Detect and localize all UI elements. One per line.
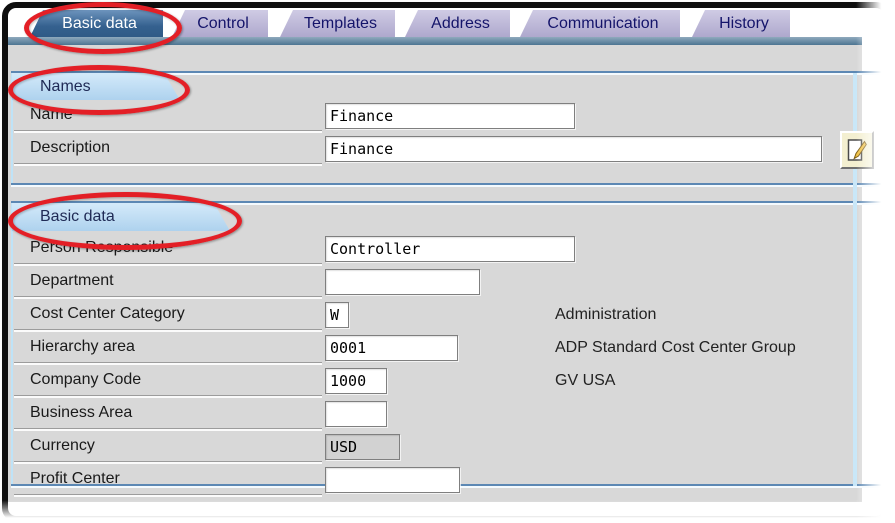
field-underline bbox=[14, 395, 322, 398]
group-box-right-border bbox=[853, 73, 857, 486]
cost-center-category-label: Cost Center Category bbox=[30, 305, 185, 322]
company-code-label: Company Code bbox=[30, 371, 142, 388]
tab-control[interactable]: Control bbox=[172, 10, 268, 37]
department-input[interactable] bbox=[325, 269, 480, 295]
tab-history[interactable]: History bbox=[692, 10, 790, 37]
field-underline bbox=[14, 362, 322, 365]
field-underline bbox=[14, 329, 322, 332]
names-box-top-line bbox=[11, 71, 884, 75]
business-area-input[interactable] bbox=[325, 401, 387, 427]
description-input[interactable] bbox=[325, 136, 822, 162]
frame-fade-bottom bbox=[0, 500, 895, 523]
company-code-input[interactable] bbox=[325, 368, 387, 394]
field-underline bbox=[14, 428, 322, 431]
cost-center-category-input[interactable] bbox=[325, 302, 349, 328]
cost-center-category-description: Administration bbox=[555, 306, 657, 323]
company-code-description: GV USA bbox=[555, 372, 616, 389]
basic-data-box-left-border bbox=[11, 203, 13, 484]
field-underline bbox=[14, 263, 322, 266]
tab-address[interactable]: Address bbox=[405, 10, 510, 37]
hierarchy-area-input[interactable] bbox=[325, 335, 458, 361]
profit-center-label: Profit Center bbox=[30, 470, 120, 487]
tab-templates[interactable]: Templates bbox=[280, 10, 395, 37]
currency-input[interactable] bbox=[325, 434, 400, 460]
person-responsible-input[interactable] bbox=[325, 236, 575, 262]
hierarchy-area-label: Hierarchy area bbox=[30, 338, 135, 355]
field-underline bbox=[14, 163, 322, 166]
names-box-left-border bbox=[11, 73, 13, 183]
names-box-bottom-line bbox=[11, 183, 884, 187]
department-label: Department bbox=[30, 272, 114, 289]
field-underline bbox=[14, 296, 322, 299]
annotation-oval-basic-data-tab bbox=[24, 2, 182, 54]
field-underline bbox=[14, 461, 322, 464]
basic-data-box-top-line bbox=[11, 201, 884, 205]
description-field-label: Description bbox=[30, 139, 111, 156]
tab-communication[interactable]: Communication bbox=[520, 10, 680, 37]
hierarchy-area-description: ADP Standard Cost Center Group bbox=[555, 339, 796, 356]
tab-strip-underline bbox=[8, 37, 862, 45]
annotation-oval-basic-data-title bbox=[8, 192, 242, 250]
currency-label: Currency bbox=[30, 437, 95, 454]
annotation-oval-names-title bbox=[8, 65, 190, 115]
name-input[interactable] bbox=[325, 103, 575, 129]
frame-fade-right bbox=[856, 0, 895, 523]
business-area-label: Business Area bbox=[30, 404, 133, 421]
field-underline bbox=[14, 494, 322, 497]
profit-center-input[interactable] bbox=[325, 467, 460, 493]
field-underline bbox=[14, 130, 322, 133]
